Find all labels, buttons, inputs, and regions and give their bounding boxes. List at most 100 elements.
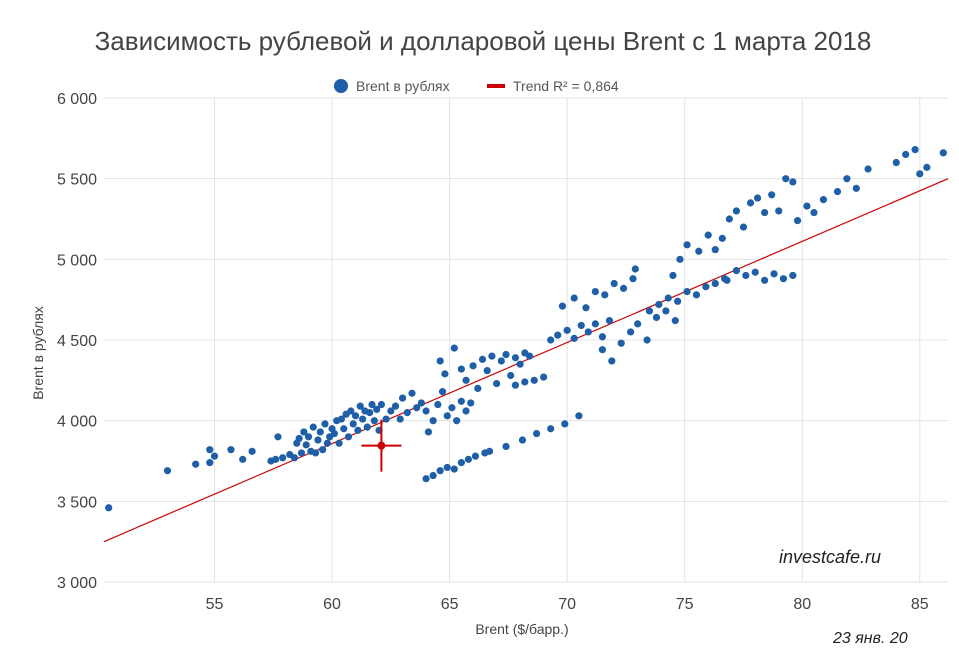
- data-point: [436, 467, 444, 475]
- y-tick-label: 6 000: [57, 91, 97, 108]
- y-tick-label: 4 500: [57, 333, 97, 350]
- data-point: [746, 199, 755, 207]
- x-tick-label: 65: [441, 596, 459, 613]
- x-tick-label: 70: [558, 596, 576, 613]
- data-point: [417, 399, 425, 407]
- data-point: [591, 288, 599, 296]
- data-point: [645, 307, 654, 315]
- data-point: [370, 417, 378, 425]
- data-point: [290, 454, 299, 462]
- data-point: [356, 402, 364, 410]
- data-point: [669, 271, 677, 280]
- data-point: [408, 389, 416, 397]
- data-point: [321, 420, 329, 428]
- data-point: [297, 449, 306, 457]
- x-tick-label: 60: [323, 596, 341, 613]
- legend-label-trend: Trend R² = 0,864: [513, 78, 619, 94]
- data-point: [363, 423, 371, 431]
- data-point: [725, 215, 733, 223]
- data-point: [403, 409, 411, 417]
- data-point: [347, 407, 355, 415]
- data-point: [279, 454, 287, 462]
- data-point: [311, 449, 320, 457]
- data-point: [916, 170, 924, 178]
- data-point: [398, 394, 407, 402]
- highlight-point: [377, 441, 386, 450]
- data-point: [337, 415, 346, 423]
- data-point: [605, 317, 614, 325]
- data-point: [664, 294, 672, 302]
- data-point: [570, 294, 578, 302]
- data-point: [457, 397, 465, 405]
- data-point: [368, 400, 376, 409]
- data-point: [206, 446, 214, 454]
- data-point: [751, 268, 759, 276]
- data-point: [770, 270, 778, 278]
- data-point: [540, 373, 548, 381]
- data-point: [598, 333, 607, 341]
- data-point: [210, 452, 219, 460]
- y-tick-label: 3 000: [57, 575, 97, 592]
- data-point: [502, 442, 510, 451]
- data-point: [457, 365, 465, 373]
- data-point: [309, 423, 317, 431]
- data-point: [768, 191, 776, 199]
- data-point: [655, 300, 663, 309]
- data-point: [330, 429, 338, 438]
- y-tick-label: 5 500: [57, 172, 97, 189]
- data-point: [704, 231, 712, 239]
- x-tick-label: 75: [676, 596, 694, 613]
- data-point: [105, 504, 113, 512]
- data-point: [582, 304, 590, 312]
- data-point: [462, 407, 470, 415]
- data-point: [387, 407, 395, 415]
- data-point: [575, 412, 583, 420]
- data-point: [570, 334, 578, 342]
- data-point: [742, 271, 750, 280]
- data-point: [627, 328, 635, 336]
- data-point: [163, 467, 172, 475]
- data-point: [789, 271, 797, 280]
- data-point: [441, 370, 449, 378]
- data-point: [702, 283, 710, 291]
- data-point: [340, 425, 348, 433]
- data-point: [608, 357, 616, 365]
- data-point: [547, 425, 555, 433]
- data-point: [429, 471, 437, 480]
- data-point: [923, 163, 931, 171]
- data-point: [471, 452, 480, 460]
- data-point: [674, 297, 682, 305]
- data-point: [617, 339, 625, 347]
- data-point: [511, 354, 520, 362]
- data-points: [105, 146, 947, 512]
- data-point: [554, 331, 562, 339]
- data-point: [422, 475, 430, 483]
- data-point: [450, 344, 458, 352]
- data-point: [424, 428, 433, 436]
- data-point: [521, 378, 529, 386]
- data-point: [354, 426, 362, 434]
- data-point: [739, 223, 748, 231]
- data-point: [488, 352, 496, 360]
- data-point: [577, 321, 585, 330]
- data-point: [485, 447, 494, 455]
- data-point: [366, 409, 374, 417]
- data-point: [434, 400, 442, 409]
- data-point: [457, 459, 465, 467]
- watermark: investcafe.ru: [779, 547, 882, 567]
- data-point: [761, 276, 769, 284]
- data-point: [396, 415, 404, 423]
- data-point: [775, 207, 783, 215]
- data-point: [619, 284, 628, 292]
- data-point: [819, 196, 827, 204]
- data-point: [464, 455, 473, 463]
- data-point: [274, 433, 282, 441]
- x-tick-label: 80: [793, 596, 811, 613]
- data-point: [610, 279, 618, 288]
- date-note: 23 янв. 20: [833, 630, 908, 647]
- data-point: [429, 417, 437, 425]
- legend-marker-trend: [487, 84, 505, 88]
- y-axis-label: Brent в рублях: [30, 306, 46, 400]
- data-point: [662, 307, 670, 315]
- data-point: [711, 279, 719, 288]
